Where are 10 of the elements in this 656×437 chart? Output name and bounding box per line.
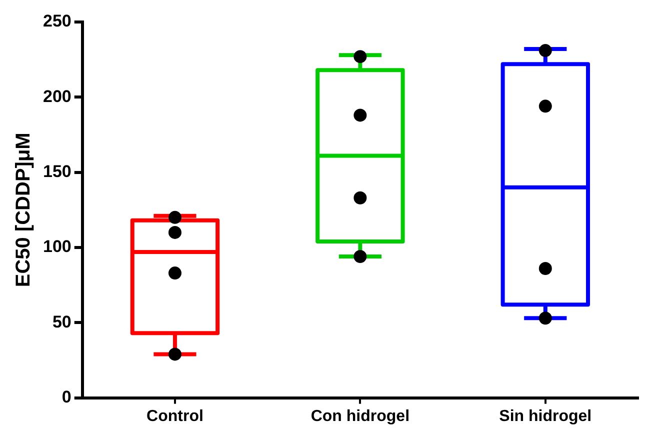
y-tick-label: 0 [62, 387, 72, 406]
x-tick-label: Control [146, 408, 204, 425]
y-tick-label: 50 [52, 312, 72, 332]
y-axis-title: EC50 [CDDP]μM [12, 132, 35, 288]
y-tick-label: 200 [42, 86, 72, 106]
x-tick-label: Con hidrogel [310, 408, 410, 425]
y-tick-label: 150 [42, 162, 72, 182]
x-tick-label: Sin hidrogel [499, 408, 592, 425]
y-tick-label: 250 [42, 12, 72, 31]
y-tick-label: 100 [42, 237, 72, 256]
